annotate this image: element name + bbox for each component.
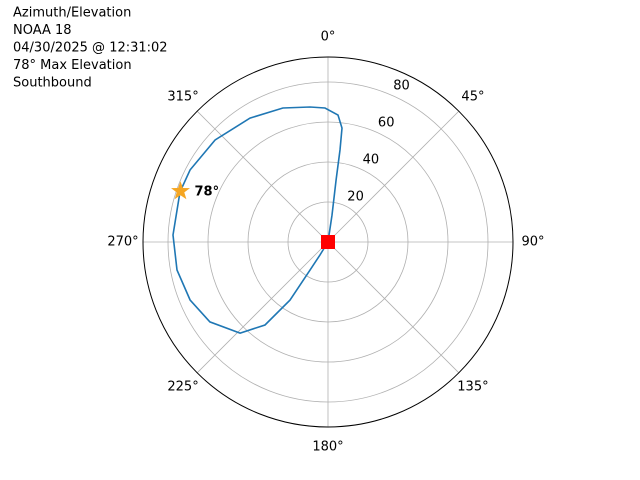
radial-label: 40 [363, 153, 380, 168]
grid-line [196, 110, 329, 243]
angle-label: 135° [457, 379, 488, 394]
angle-label: 90° [521, 235, 544, 250]
angle-label: 270° [107, 235, 138, 250]
radial-label: 60 [378, 116, 395, 131]
info-line: 78° Max Elevation [13, 58, 132, 73]
angle-label: 0° [321, 30, 336, 45]
info-line: 04/30/2025 @ 12:31:02 [13, 41, 168, 56]
angle-label: 180° [312, 440, 343, 455]
peak-label: 78° [194, 185, 219, 200]
radial-label: 20 [347, 190, 364, 205]
polar-frame [142, 56, 514, 428]
grid-line [196, 241, 329, 374]
grid-line [327, 110, 460, 243]
angle-label: 225° [167, 379, 198, 394]
radial-label: 80 [393, 79, 410, 94]
info-line: NOAA 18 [13, 23, 72, 38]
info-line: Southbound [13, 76, 92, 91]
angle-label: 45° [461, 90, 484, 105]
grid-line [327, 241, 460, 374]
track-line [172, 106, 343, 334]
info-line: Azimuth/Elevation [13, 6, 131, 21]
angle-label: 315° [167, 90, 198, 105]
peak-marker [171, 181, 190, 200]
end-marker [321, 235, 335, 249]
